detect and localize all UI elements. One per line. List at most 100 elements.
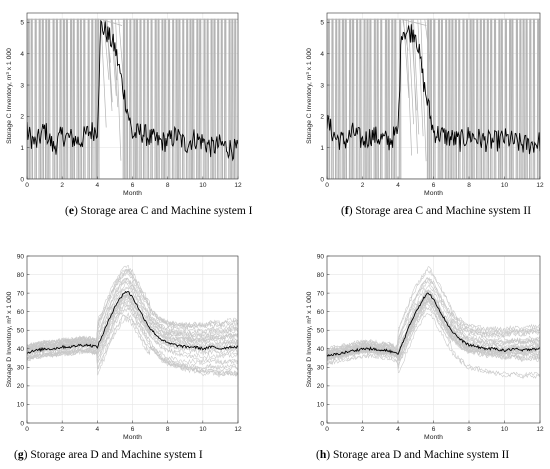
chart-g-ytick-label: 80 xyxy=(17,272,25,279)
caption-f: (f) Storage area C and Machine system II xyxy=(341,205,532,217)
chart-f-ytick-label: 2 xyxy=(320,114,324,121)
chart-e-ylabel: Storage C Inventory, m³ x 1 000 xyxy=(6,48,13,144)
chart-e-ytick-label: 3 xyxy=(20,82,24,89)
chart-h-ytick-label: 10 xyxy=(317,402,325,409)
chart-h-run-line xyxy=(327,293,540,355)
chart-h-ytick-label: 20 xyxy=(317,383,325,390)
chart-h-run-line xyxy=(327,300,540,359)
chart-g-xtick-label: 4 xyxy=(96,426,100,433)
chart-g-ytick-label: 70 xyxy=(17,290,25,297)
chart-h-ytick-label: 70 xyxy=(317,290,325,297)
caption-e-letter: e xyxy=(68,205,74,217)
chart-e-xtick-label: 0 xyxy=(25,182,29,189)
chart-f-ytick-label: 0 xyxy=(320,176,324,183)
chart-g-ytick-label: 60 xyxy=(17,309,25,316)
chart-f-xtick-label: 8 xyxy=(467,182,471,189)
caption-g-letter: g xyxy=(17,449,24,461)
chart-f-xtick-label: 2 xyxy=(361,182,365,189)
caption-g-text: Storage area D and Machine system I xyxy=(30,449,203,461)
chart-f-xtick-label: 6 xyxy=(432,182,436,189)
chart-e-xtick-label: 4 xyxy=(96,182,100,189)
chart-h-run-line xyxy=(327,266,540,352)
chart-h: 0 2 4 6 8 10 12 0 10 20 30 40 50 60 70 80 90 Month Storage… xyxy=(306,253,544,441)
chart-h-ytick-label: 90 xyxy=(317,253,325,260)
chart-f-mean-line xyxy=(327,24,540,155)
chart-f-ytick-label: 1 xyxy=(320,145,324,152)
chart-g-ytick-label: 40 xyxy=(17,346,25,353)
chart-h-run-line xyxy=(327,291,540,363)
chart-g-xtick-label: 10 xyxy=(199,426,207,433)
caption-e-text: Storage area C and Machine system I xyxy=(80,205,253,217)
chart-f-xtick-label: 0 xyxy=(325,182,329,189)
chart-h-xlabel: Month xyxy=(424,434,443,441)
chart-g-run-line xyxy=(27,294,238,352)
chart-e-runs-lines xyxy=(27,18,238,179)
chart-h-ytick-label: 40 xyxy=(317,346,325,353)
chart-h-xtick-label: 0 xyxy=(325,426,329,433)
chart-f-xlabel: Month xyxy=(424,190,443,197)
chart-g-xtick-label: 0 xyxy=(25,426,29,433)
chart-f-xtick-label: 4 xyxy=(396,182,400,189)
chart-f-runs-lines xyxy=(327,18,540,179)
chart-g-run-line xyxy=(27,305,238,376)
chart-h-ytick-label: 30 xyxy=(317,365,325,372)
caption-e: (e) Storage area C and Machine system I xyxy=(65,205,253,217)
chart-e-ytick-label: 5 xyxy=(20,20,24,27)
caption-h-text: Storage area D and Machine system II xyxy=(332,449,510,461)
chart-g-run-line xyxy=(27,286,238,357)
chart-g-ytick-label: 30 xyxy=(17,365,25,372)
caption-h-letter: h xyxy=(319,449,327,461)
chart-h-run-line xyxy=(327,277,540,353)
chart-e-ytick-label: 0 xyxy=(20,176,24,183)
chart-e-xtick-label: 12 xyxy=(234,182,242,189)
chart-h-ytick-label: 60 xyxy=(317,309,325,316)
chart-g-xtick-label: 8 xyxy=(166,426,170,433)
caption-h: (h) Storage area D and Machine system II xyxy=(316,449,510,461)
chart-h-ytick-label: 50 xyxy=(317,328,325,335)
chart-e-ytick-label: 4 xyxy=(20,51,24,58)
chart-h-series-group xyxy=(327,266,540,380)
chart-g-series-group xyxy=(27,264,238,378)
chart-g-ytick-label: 90 xyxy=(17,253,25,260)
chart-e-mean-line xyxy=(27,19,238,162)
chart-f-series-group xyxy=(327,18,540,179)
caption-f-letter: f xyxy=(344,205,349,217)
chart-h-ytick-label: 0 xyxy=(320,420,324,427)
chart-e-xtick-label: 8 xyxy=(166,182,170,189)
chart-g-ytick-label: 20 xyxy=(17,383,25,390)
chart-g-ytick-label: 50 xyxy=(17,328,25,335)
chart-g-run-line xyxy=(27,269,238,349)
chart-e-ytick-label: 2 xyxy=(20,114,24,121)
chart-e-xtick-label: 6 xyxy=(131,182,135,189)
chart-e-xtick-label: 10 xyxy=(199,182,207,189)
caption-f-text: Storage area C and Machine system II xyxy=(355,205,532,217)
chart-h-xtick-label: 2 xyxy=(361,426,365,433)
chart-h-xtick-label: 4 xyxy=(396,426,400,433)
chart-h-xtick-label: 6 xyxy=(432,426,436,433)
chart-h-ylabel: Storage D Inventory, m³ x 1 000 xyxy=(306,291,313,387)
chart-f-ytick-label: 5 xyxy=(320,20,324,27)
chart-f-ytick-label: 4 xyxy=(320,51,324,58)
chart-e-ytick-label: 1 xyxy=(20,145,24,152)
chart-g-ytick-label: 0 xyxy=(20,420,24,427)
chart-h-xtick-label: 12 xyxy=(536,426,544,433)
chart-f-ytick-label: 3 xyxy=(320,82,324,89)
chart-e-xlabel: Month xyxy=(123,190,142,197)
chart-g-xtick-label: 2 xyxy=(60,426,64,433)
chart-h-xtick-label: 8 xyxy=(467,426,471,433)
chart-f-ylabel: Storage C Inventory, m³ x 1 000 xyxy=(306,48,313,144)
chart-g-run-line xyxy=(27,268,238,349)
chart-e-series-group xyxy=(27,18,238,179)
chart-g-xlabel: Month xyxy=(123,434,142,441)
chart-f-xtick-label: 12 xyxy=(536,182,544,189)
chart-h-ytick-label: 80 xyxy=(317,272,325,279)
chart-g-ytick-label: 10 xyxy=(17,402,25,409)
chart-f-xtick-label: 10 xyxy=(501,182,509,189)
chart-h-run-line xyxy=(327,296,540,360)
chart-g: 0 2 4 6 8 10 12 0 10 20 30 40 50 60 70 80 90 Month Storage… xyxy=(6,253,242,441)
chart-g-mean-line xyxy=(27,290,238,354)
chart-g-run-line xyxy=(27,293,238,354)
